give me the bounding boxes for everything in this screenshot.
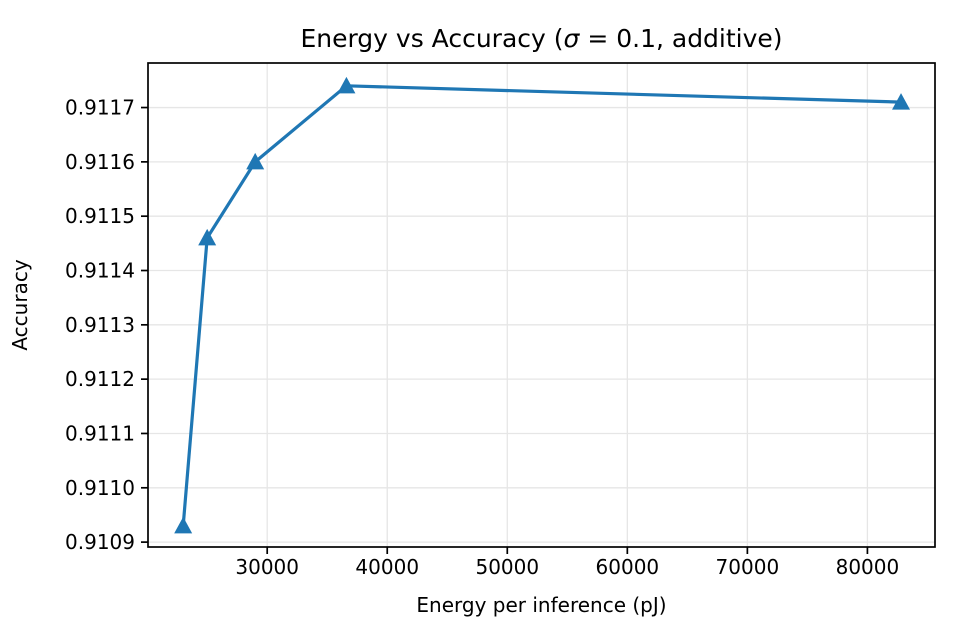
axes-spines [147,62,936,548]
data-point-marker [246,152,265,170]
grid [148,63,935,547]
y-tick-label: 0.9109 [65,530,135,554]
x-tick-label: 50000 [475,555,539,579]
y-tick-label: 0.9113 [65,313,135,337]
y-tick-label: 0.9112 [65,367,135,391]
tick-labels: 30000 40000 50000 60000 70000 80000 0.9109 0.91… [65,96,899,579]
y-tick-label: 0.9114 [65,259,135,283]
x-tick-label: 70000 [716,555,780,579]
data-markers [174,76,911,534]
y-tick-label: 0.9115 [65,204,135,228]
x-tick-label: 60000 [596,555,660,579]
x-tick-label: 80000 [836,555,900,579]
data-point-marker [892,93,911,110]
data-point-marker [174,516,193,534]
data-point-marker [337,76,356,94]
plot-area [148,63,935,547]
x-tick-label: 40000 [355,555,419,579]
chart-title: Energy vs Accuracy (σ = 0.1, additive) [300,24,782,53]
y-tick-label: 0.9111 [65,421,135,445]
data-point-marker [198,228,217,246]
tick-marks [141,106,869,554]
y-tick-label: 0.9116 [65,150,135,174]
y-axis-label: Accuracy [8,259,32,350]
y-tick-label: 0.9117 [65,96,135,120]
y-tick-label: 0.9110 [65,476,135,500]
x-tick-label: 30000 [235,555,299,579]
x-axis-label: Energy per inference (pJ) [416,593,666,617]
